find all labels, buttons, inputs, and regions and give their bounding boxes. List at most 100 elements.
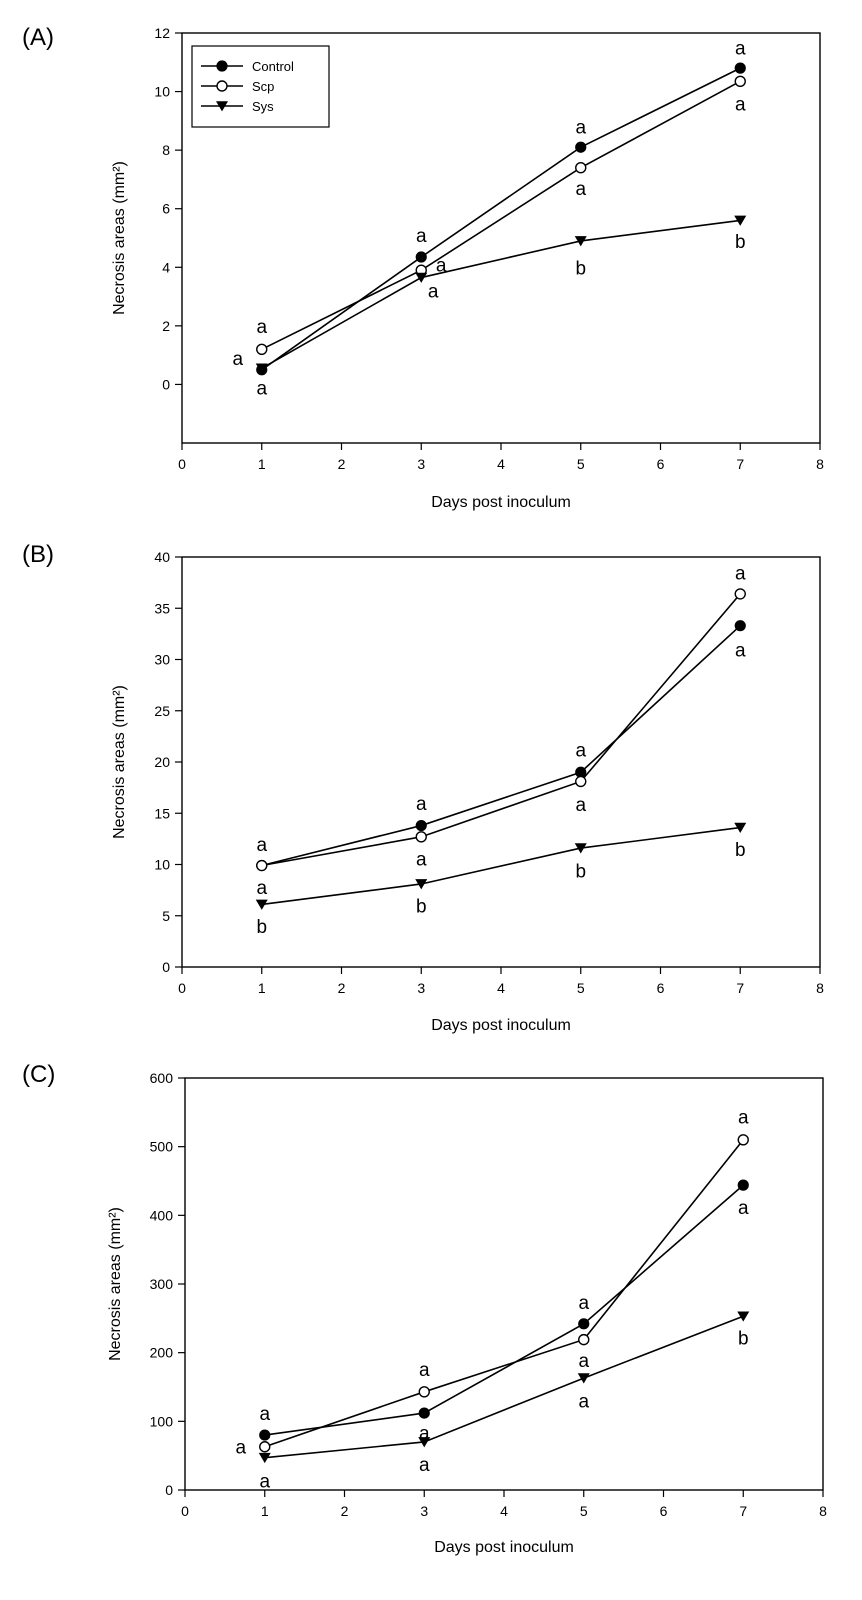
y-tick-label: 4	[162, 259, 170, 275]
legend-label: Control	[252, 59, 294, 74]
legend-label: Scp	[252, 79, 274, 94]
data-point	[415, 251, 427, 263]
data-point	[737, 1134, 749, 1146]
data-point	[734, 588, 746, 600]
significance-letter: b	[735, 232, 746, 253]
y-tick-label: 300	[150, 1276, 174, 1292]
significance-letter: a	[416, 849, 427, 870]
series-line	[261, 80, 741, 351]
y-tick-label: 35	[154, 600, 170, 616]
x-tick-label: 8	[816, 980, 824, 996]
significance-letter: a	[735, 94, 746, 115]
significance-letter: b	[738, 1329, 749, 1350]
data-point	[259, 1429, 271, 1441]
y-tick-label: 400	[150, 1207, 174, 1223]
y-tick-label: 200	[150, 1345, 174, 1361]
significance-letter: a	[738, 1198, 749, 1219]
data-point	[737, 1179, 749, 1191]
data-point	[578, 1318, 590, 1330]
data-point	[734, 75, 746, 88]
y-tick-label: 10	[154, 857, 170, 873]
significance-letter: a	[738, 1107, 749, 1128]
panel-c: (C) 0 1 2 3 4 5 6 7 8 0 100 200 300 400 500 600 Days post…	[22, 1061, 827, 1556]
x-tick-label: 4	[500, 1503, 508, 1519]
significance-letter: b	[575, 258, 586, 279]
data-point	[575, 775, 587, 788]
x-axis-title: Days post inoculum	[431, 1017, 571, 1034]
significance-letter: a	[419, 1423, 430, 1444]
significance-letter: a	[578, 1392, 589, 1413]
x-tick-label: 4	[497, 980, 505, 996]
significance-letter: b	[575, 862, 586, 883]
data-point	[734, 62, 746, 74]
series-line	[261, 593, 741, 867]
series-line	[261, 625, 741, 867]
plot-frame	[181, 556, 821, 968]
series-line	[261, 826, 741, 906]
x-tick-label: 5	[577, 980, 585, 996]
panel-b: (B) 0 1 2 3 4 5 6 7 8 0 5 10 15 20 25 30 35 40 Days post in…	[22, 541, 824, 1034]
significance-letter: a	[578, 1351, 589, 1372]
significance-letter: a	[256, 835, 267, 856]
data-point	[415, 831, 427, 843]
series-scp	[256, 588, 746, 872]
x-tick-label: 3	[420, 1503, 428, 1519]
y-tick-label: 5	[162, 908, 170, 924]
significance-letter: a	[236, 1438, 247, 1459]
x-axis-title: Days post inoculum	[431, 494, 571, 511]
x-tick-label: 7	[736, 456, 744, 472]
y-tick-label: 20	[154, 754, 170, 770]
significance-letter: a	[256, 378, 267, 399]
x-tick-label: 6	[660, 1503, 668, 1519]
series-line	[264, 1315, 744, 1459]
data-point	[415, 819, 427, 832]
legend-marker	[216, 80, 228, 92]
x-tick-label: 6	[657, 456, 665, 472]
y-tick-label: 15	[154, 805, 170, 821]
x-tick-label: 4	[497, 456, 505, 472]
data-point	[259, 1441, 271, 1453]
y-tick-label: 600	[150, 1070, 174, 1086]
significance-letter: a	[735, 563, 746, 584]
y-tick-label: 30	[154, 652, 170, 668]
x-tick-label: 7	[739, 1503, 747, 1519]
x-tick-label: 5	[580, 1503, 588, 1519]
data-point	[418, 1386, 430, 1398]
data-point	[734, 822, 747, 833]
series-line	[261, 219, 741, 370]
x-tick-label: 5	[577, 456, 585, 472]
legend-label: Sys	[252, 99, 274, 114]
significance-letter: a	[575, 118, 586, 139]
legend-marker	[216, 60, 228, 72]
x-tick-label: 0	[178, 980, 186, 996]
x-tick-label: 8	[816, 456, 824, 472]
data-point	[256, 859, 268, 872]
series-scp	[256, 75, 746, 355]
x-tick-label: 3	[417, 456, 425, 472]
series-sys	[255, 215, 747, 374]
x-axis-title: Days post inoculum	[434, 1539, 574, 1556]
panel-label: (C)	[22, 1061, 55, 1088]
significance-letter: a	[259, 1471, 270, 1492]
data-point	[418, 1437, 431, 1448]
data-point	[577, 1373, 590, 1384]
x-tick-label: 7	[736, 980, 744, 996]
data-point	[256, 343, 268, 355]
x-tick-label: 2	[341, 1503, 349, 1519]
series-control	[256, 62, 746, 376]
data-point	[734, 620, 746, 632]
y-tick-label: 0	[162, 959, 170, 975]
data-point	[734, 215, 747, 226]
x-tick-label: 3	[417, 980, 425, 996]
y-tick-label: 40	[154, 549, 170, 565]
x-tick-label: 2	[338, 456, 346, 472]
series-sys	[258, 1311, 750, 1464]
significance-letter: a	[436, 255, 447, 276]
data-point	[574, 236, 587, 247]
plot-frame	[184, 1077, 824, 1491]
significance-letter: a	[428, 282, 439, 303]
y-axis-title: Necrosis areas (mm²)	[107, 1207, 124, 1361]
y-axis-title: Necrosis areas (mm²)	[111, 161, 128, 315]
significance-letter: a	[419, 1455, 430, 1476]
significance-letter: b	[416, 897, 427, 918]
